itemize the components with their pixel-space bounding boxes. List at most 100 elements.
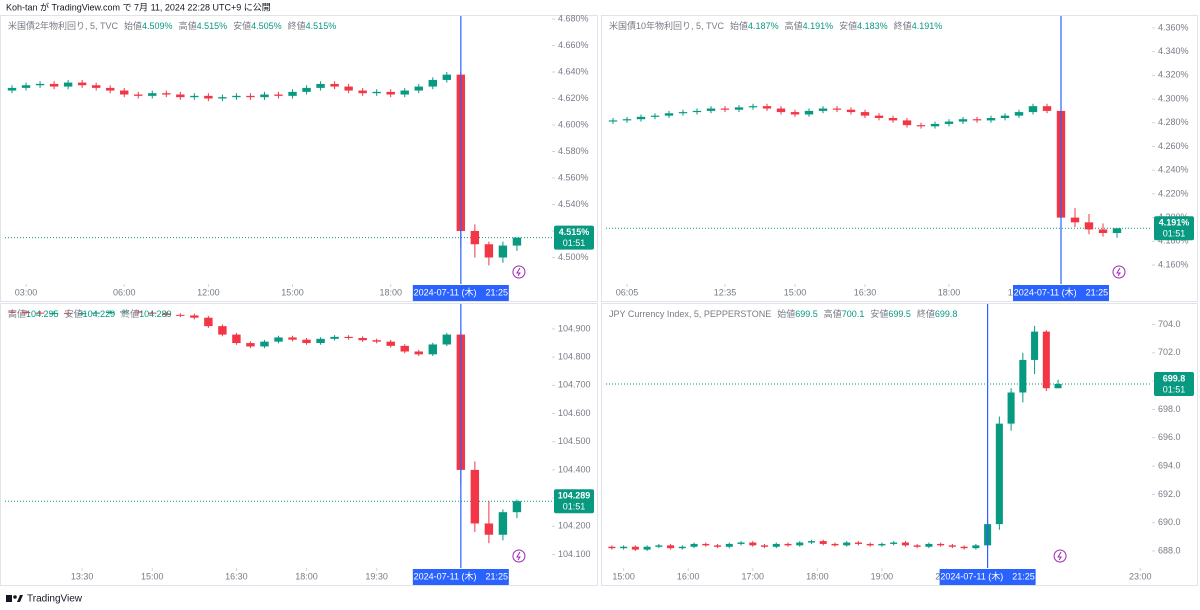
last-price-label: 4.515% — [559, 227, 590, 237]
y-tick-label: 104.500 — [558, 436, 591, 446]
candle-body — [807, 541, 816, 543]
candle-body — [148, 312, 157, 314]
candle-body — [162, 313, 171, 315]
candle-body — [134, 94, 143, 96]
candle-body — [1098, 229, 1108, 234]
candle-body — [400, 90, 409, 95]
candle-body — [7, 311, 17, 313]
candle-body — [49, 312, 59, 314]
x-tick-label: 16:30 — [854, 287, 877, 297]
y-tick-label: 688.0 — [1158, 545, 1181, 555]
y-tick-label: 4.180% — [1158, 236, 1189, 246]
legend-value: 4.515% — [306, 21, 337, 31]
x-tick-label: 06:00 — [113, 287, 136, 297]
candle-body — [302, 339, 311, 344]
x-tick-label: 06:05 — [616, 287, 639, 297]
candle-body — [1028, 106, 1038, 113]
panel-border — [0, 303, 598, 586]
candle-body — [162, 93, 171, 95]
alert-icon-bolt — [1116, 267, 1121, 277]
candle-body — [105, 312, 115, 314]
crosshair-label: 2024-07-11 (木) 21:25 — [414, 286, 508, 297]
candle-body — [925, 543, 933, 547]
y-tick-label: 104.800 — [558, 352, 591, 362]
candle-body — [330, 83, 339, 87]
legend-label: 終値 — [894, 20, 912, 31]
y-tick-label: 4.300% — [1158, 93, 1189, 103]
y-tick-label: 104.400 — [558, 464, 591, 474]
legend-value: 699.5 — [795, 309, 818, 319]
candle-body — [846, 109, 856, 113]
candle-body — [690, 543, 698, 547]
candle-body — [148, 93, 157, 96]
header: Koh-tan が TradingView.com で 7月 11, 2024 … — [6, 1, 271, 12]
candle-body — [902, 120, 912, 126]
legend-label: 始値 — [777, 308, 795, 319]
alert-icon-bolt — [1057, 551, 1062, 561]
legend-value: 104.229 — [83, 309, 116, 319]
y-tick-label: 4.600% — [558, 119, 589, 129]
candle-body — [246, 95, 255, 98]
candle-body — [414, 86, 423, 91]
countdown: 01:51 — [563, 502, 586, 512]
candle-body — [1042, 106, 1052, 111]
candle-body — [762, 106, 772, 109]
crosshair-label-bg — [412, 285, 509, 301]
x-tick-label: 18:00 — [806, 571, 829, 581]
y-tick-label: 698.0 — [1158, 404, 1181, 414]
x-tick-label: 17:00 — [742, 571, 765, 581]
last-price-label: 699.8 — [1163, 373, 1186, 383]
candle-body — [302, 87, 311, 92]
y-tick-label: 4.260% — [1158, 141, 1189, 151]
candle-body — [246, 343, 255, 347]
candle-body — [218, 97, 227, 99]
candle-body — [442, 334, 452, 345]
legend-value: 4.509% — [142, 21, 173, 31]
candle-body — [655, 545, 663, 547]
candle-body — [372, 91, 381, 94]
candle-body — [1054, 383, 1062, 389]
candle-body — [784, 543, 792, 546]
last-price-badge — [1154, 371, 1194, 396]
y-tick-label: 104.200 — [558, 521, 591, 531]
candle-body — [622, 119, 632, 121]
legend: JPY Currency Index, 5, PEPPERSTONE 始値699.… — [609, 308, 957, 319]
y-tick-label: 704.0 — [1158, 319, 1181, 329]
legend: 米国債10年物利回り, 5, TVC 始値4.187% 高値4.191% 安値4.18… — [609, 20, 942, 31]
candle-body — [702, 543, 710, 546]
candle-body — [77, 82, 87, 86]
alert-icon-bolt — [516, 551, 521, 561]
candle-body — [386, 91, 395, 95]
y-tick-label: 702.0 — [1158, 347, 1181, 357]
candle-body — [274, 337, 283, 342]
legend-label: 終値 — [288, 20, 306, 31]
y-tick-label: 4.320% — [1158, 70, 1189, 80]
alert-icon — [1112, 265, 1126, 279]
candle-body — [995, 423, 1003, 525]
x-tick-label: 15:00 — [784, 287, 807, 297]
chart-panel: 4.500%4.520%4.540%4.560%4.580%4.600%4.62… — [0, 13, 598, 302]
legend-label: 安値 — [839, 20, 857, 31]
countdown: 01:51 — [1163, 384, 1186, 394]
legend-value: 4.191% — [912, 21, 943, 31]
countdown: 01:51 — [563, 238, 586, 248]
x-tick-label: 12:35 — [714, 287, 737, 297]
candle-body — [232, 95, 241, 98]
candle-body — [636, 116, 646, 120]
candle-body — [470, 230, 480, 245]
legend: 米国債2年物利回り, 5, TVC 始値4.509% 高値4.515% 安値4.505… — [8, 20, 336, 31]
candle-body — [678, 546, 686, 549]
candle-body — [91, 85, 101, 88]
candle-body — [650, 115, 660, 117]
legend-label: 安値 — [65, 308, 83, 319]
y-tick-label: 4.500% — [558, 252, 589, 262]
alert-icon-bolt — [516, 267, 521, 277]
candle-body — [288, 337, 297, 340]
candle-body — [620, 546, 628, 549]
candle-body — [986, 118, 996, 121]
legend-value: 4.191% — [803, 21, 834, 31]
candle-body — [888, 118, 898, 121]
candle-body — [358, 337, 367, 341]
x-tick-label: 18:00 — [938, 287, 961, 297]
candle-body — [49, 83, 59, 87]
